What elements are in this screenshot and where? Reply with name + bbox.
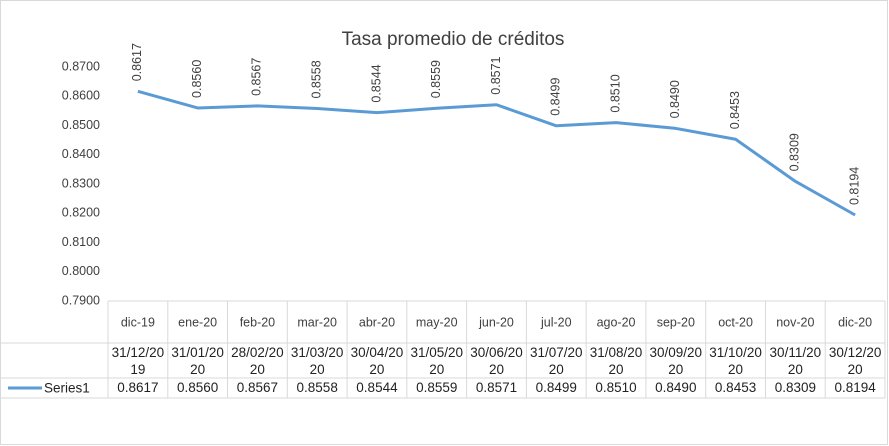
x-tick-label: feb-20 (240, 315, 275, 329)
table-header: 30/12/2020 (828, 345, 882, 377)
x-tick-label: ene-20 (178, 315, 217, 329)
table-value: 0.8499 (535, 380, 577, 395)
chart-title: Tasa promedio de créditos (342, 29, 565, 50)
data-label: 0.8544 (369, 64, 383, 102)
table-header: 31/10/2020 (709, 345, 762, 377)
data-label: 0.8560 (190, 60, 204, 98)
table-header: 30/06/2020 (470, 345, 523, 377)
data-label: 0.8567 (250, 58, 264, 96)
table-header: 31/08/2020 (589, 345, 643, 377)
table-value: 0.8510 (595, 380, 637, 395)
x-tick-label: may-20 (416, 315, 458, 329)
table-value: 0.8194 (834, 380, 876, 395)
y-tick-label: 0.8700 (62, 59, 100, 73)
legend-label: Series1 (44, 381, 90, 396)
table-value: 0.8571 (475, 380, 518, 395)
y-tick-label: 0.8100 (62, 235, 100, 249)
x-tick-label: mar-20 (297, 315, 337, 329)
table-header: 31/03/2020 (290, 345, 344, 377)
x-tick-label: oct-20 (718, 315, 753, 329)
y-tick-label: 0.8400 (62, 147, 100, 161)
data-label: 0.8194 (847, 167, 861, 205)
table-header: 31/07/2020 (529, 345, 583, 377)
table-value: 0.8453 (714, 380, 757, 395)
data-label: 0.8510 (608, 74, 622, 112)
x-tick-label: dic-20 (838, 315, 872, 329)
data-label: 0.8559 (429, 60, 443, 98)
series-line (137, 89, 856, 217)
y-tick-label: 0.8500 (62, 118, 100, 132)
table-value: 0.8559 (416, 380, 458, 395)
x-tick-label: jul-20 (540, 315, 572, 329)
data-label: 0.8453 (728, 91, 742, 129)
data-label: 0.8617 (130, 43, 144, 81)
x-tick-label: ago-20 (597, 315, 636, 329)
x-tick-label: nov-20 (776, 315, 814, 329)
x-tick-label: abr-20 (359, 315, 395, 329)
table-value: 0.8558 (296, 380, 338, 395)
table-header: 30/11/2020 (769, 345, 822, 377)
table-header: 28/02/2020 (231, 345, 284, 377)
table-value: 0.8560 (177, 380, 219, 395)
table-value: 0.8617 (117, 380, 159, 395)
table-header: 31/12/2019 (111, 345, 165, 377)
table-header: 30/04/2020 (350, 345, 404, 377)
data-label: 0.8558 (309, 60, 323, 98)
table-header: 30/09/2020 (649, 345, 703, 377)
table-value: 0.8544 (356, 380, 398, 395)
y-tick-label: 0.8200 (62, 206, 100, 220)
y-tick-label: 0.8000 (62, 264, 100, 278)
data-label: 0.8499 (549, 78, 563, 116)
x-tick-label: dic-19 (121, 315, 155, 329)
x-tick-label: sep-20 (657, 315, 695, 329)
data-label: 0.8571 (489, 56, 503, 94)
table-header: 31/05/2020 (410, 345, 463, 377)
table-header: 31/01/2020 (171, 345, 224, 377)
y-tick-label: 0.7900 (62, 293, 100, 307)
table-value: 0.8567 (236, 380, 279, 395)
data-label: 0.8490 (668, 80, 682, 118)
x-tick-label: jun-20 (478, 315, 514, 329)
y-tick-label: 0.8600 (62, 89, 100, 103)
table-value: 0.8309 (774, 380, 816, 395)
table-value: 0.8490 (655, 380, 697, 395)
y-tick-label: 0.8300 (62, 176, 100, 190)
data-label: 0.8309 (788, 133, 802, 171)
